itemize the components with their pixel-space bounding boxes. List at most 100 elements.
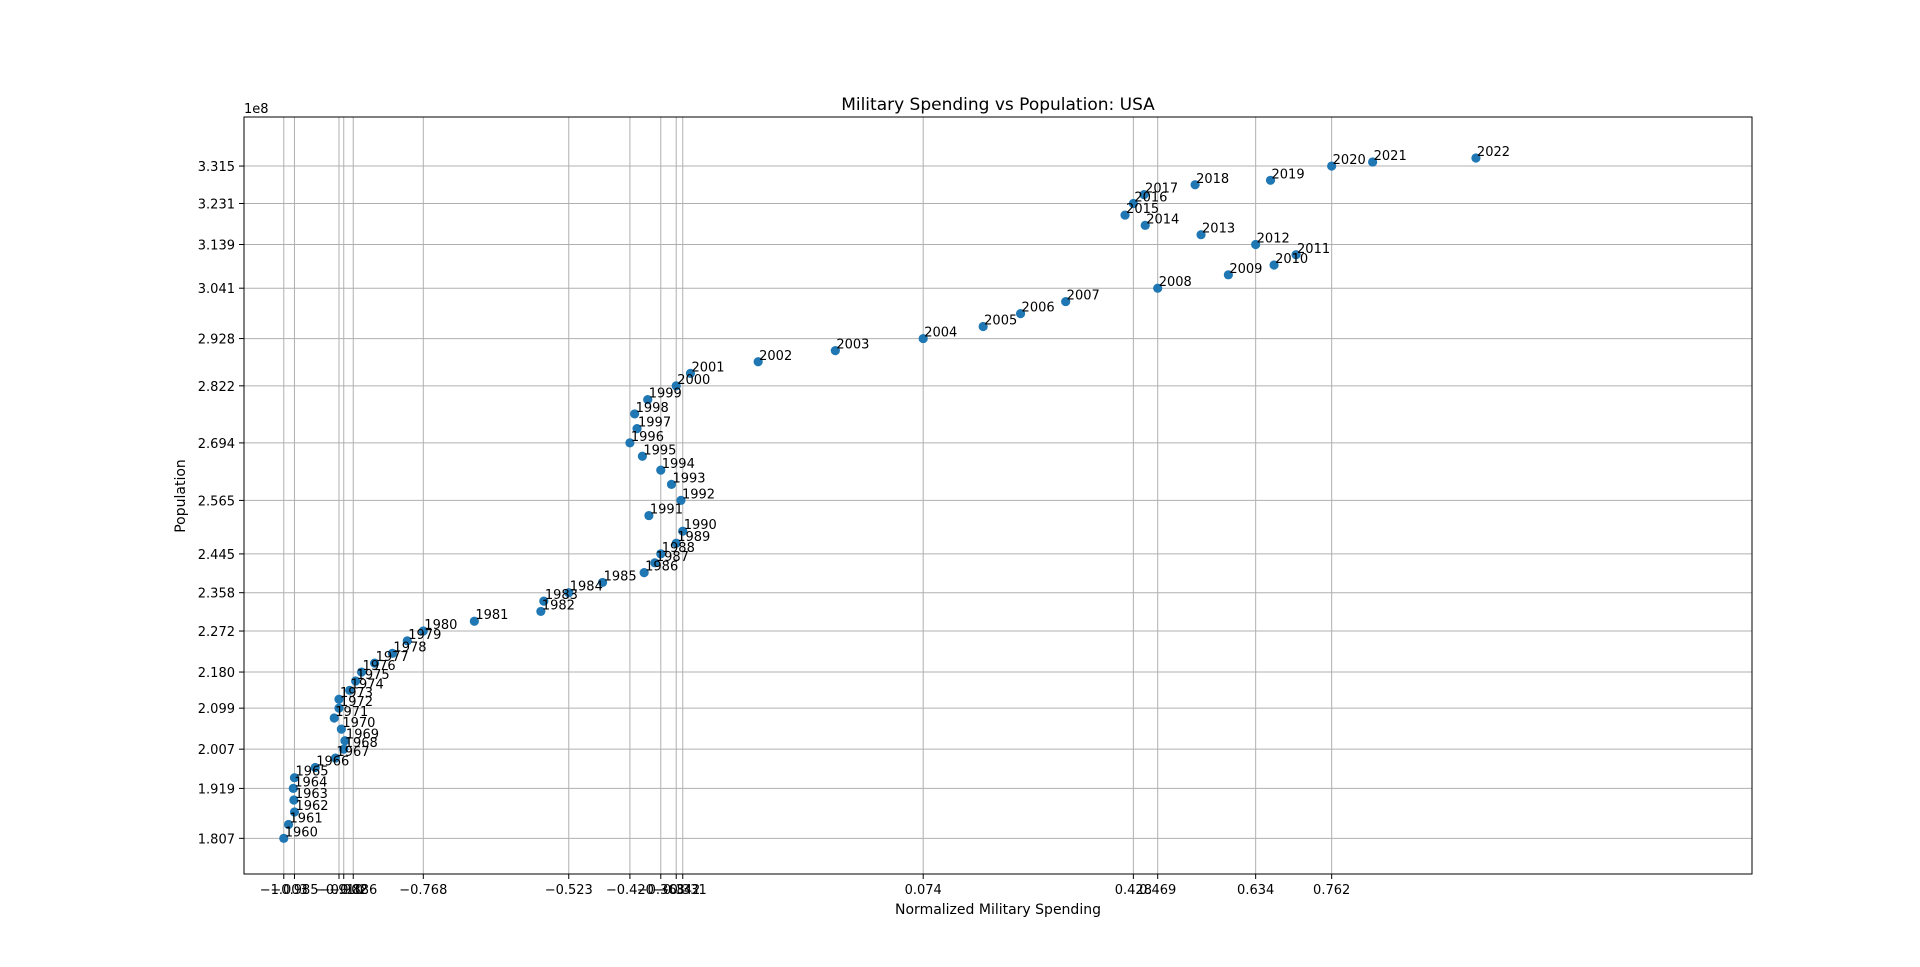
point-label: 1995 [643, 443, 676, 458]
data-point [753, 357, 763, 367]
data-point [330, 753, 341, 763]
point-label: 2022 [1477, 145, 1510, 160]
point-label: 1980 [424, 618, 457, 633]
point-label: 1997 [638, 416, 671, 431]
data-point [1120, 210, 1130, 220]
y-tick-label: 3.041 [198, 282, 235, 297]
data-point [469, 616, 479, 626]
point-label: 1960 [285, 825, 318, 840]
data-point [1269, 260, 1279, 270]
x-axis-label: Normalized Military Spending [895, 902, 1101, 918]
point-label: 2004 [924, 326, 957, 341]
data-point [1140, 220, 1150, 230]
data-point [830, 346, 840, 356]
data-point [402, 636, 412, 646]
point-label: 1973 [340, 686, 373, 701]
point-label: 1977 [376, 650, 409, 665]
point-label: 2010 [1275, 252, 1308, 267]
point-label: 2019 [1272, 167, 1305, 182]
data-point [1223, 270, 1233, 280]
y-tick-label: 2.445 [198, 548, 235, 563]
point-label: 2003 [836, 338, 869, 353]
data-point [334, 703, 344, 713]
data-point [671, 381, 681, 391]
plot-area [244, 117, 1752, 874]
data-point [289, 795, 299, 805]
data-point [918, 333, 928, 344]
point-label: 1996 [631, 430, 664, 445]
point-label: 1992 [682, 487, 715, 502]
data-point [1251, 239, 1261, 250]
data-point [1265, 175, 1276, 185]
y-tick-label: 3.315 [198, 160, 235, 175]
point-label: 1993 [672, 471, 705, 486]
point-label: 1979 [408, 628, 441, 643]
x-tick-label: 0.469 [1139, 883, 1176, 898]
data-point [1153, 283, 1163, 293]
y-tick-label: 2.565 [198, 494, 235, 509]
x-tick-label: −0.902 [320, 883, 368, 898]
data-point [564, 588, 574, 598]
point-label: 1994 [662, 457, 695, 472]
data-point [644, 510, 654, 521]
data-point [1128, 198, 1138, 209]
x-tick-label: 0.074 [905, 883, 942, 898]
data-point [334, 694, 344, 704]
y-tick-label: 2.358 [198, 587, 235, 602]
point-label: 2009 [1229, 262, 1262, 277]
data-point [339, 744, 349, 754]
point-label: 1961 [290, 812, 323, 827]
data-point [289, 773, 300, 783]
point-labels: 1960196119621963196419651966196719681969… [285, 145, 1510, 840]
data-point [1190, 180, 1200, 190]
data-points [279, 153, 1481, 843]
y-tick-label: 2.272 [198, 625, 235, 640]
data-point [637, 451, 647, 461]
y-tick-label: 3.139 [198, 239, 235, 254]
point-label: 2008 [1159, 275, 1192, 290]
data-point [676, 495, 686, 506]
point-label: 2021 [1374, 149, 1407, 164]
grid [244, 117, 1752, 874]
point-label: 1967 [336, 745, 369, 760]
data-point [1015, 309, 1026, 319]
x-tick-label: −0.331 [659, 883, 707, 898]
x-tick-label: −0.910 [315, 883, 363, 898]
point-label: 1989 [677, 530, 710, 545]
data-point [625, 438, 635, 448]
data-point [632, 424, 642, 434]
point-label: 2017 [1145, 182, 1178, 197]
data-point [340, 736, 350, 746]
point-label: 1998 [636, 401, 669, 416]
data-point [536, 606, 546, 617]
point-label: 2014 [1146, 212, 1179, 227]
data-point [387, 648, 398, 658]
point-label: 1978 [393, 640, 426, 655]
data-point [283, 819, 294, 830]
point-label: 1986 [645, 560, 678, 575]
point-label: 2011 [1297, 242, 1330, 257]
x-tick-label: −0.768 [399, 883, 447, 898]
point-label: 1984 [570, 580, 603, 595]
data-point [1327, 161, 1337, 171]
data-point [685, 368, 696, 378]
data-point [639, 568, 649, 578]
data-point [656, 465, 666, 475]
y-axis-label: Population [173, 459, 189, 533]
data-point [1061, 296, 1071, 307]
data-point [1471, 153, 1481, 163]
x-tick-label: 0.762 [1313, 883, 1350, 898]
point-label: 2005 [984, 314, 1017, 329]
point-label: 1999 [649, 387, 682, 402]
point-label: 1988 [662, 541, 695, 556]
point-label: 1966 [316, 754, 349, 769]
data-point [370, 658, 380, 668]
point-label: 2000 [677, 373, 710, 388]
point-label: 2016 [1134, 190, 1167, 205]
data-point [418, 626, 428, 636]
y-tick-label: 1.807 [198, 832, 235, 847]
point-label: 2006 [1022, 301, 1055, 316]
point-label: 1964 [294, 775, 327, 790]
point-label: 2015 [1126, 202, 1159, 217]
point-label: 1982 [542, 598, 575, 613]
